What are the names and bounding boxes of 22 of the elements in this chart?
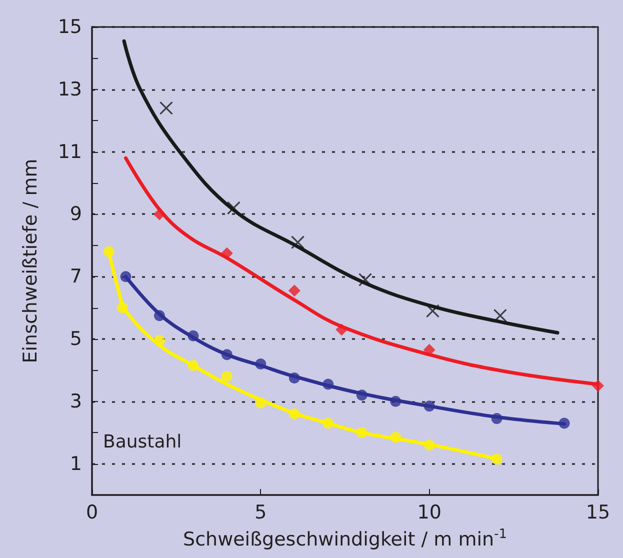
- point: [426, 304, 440, 318]
- y-tick-label: 5: [70, 328, 82, 350]
- point: [159, 101, 174, 115]
- y-tick-label: 3: [70, 390, 82, 412]
- x-tick-label: 15: [586, 502, 610, 524]
- y-axis-title: Einschweißtiefe / mm: [20, 158, 42, 364]
- y-tick-label: 1: [70, 452, 82, 475]
- point: [358, 272, 372, 287]
- x-tick-label: 5: [254, 502, 267, 524]
- point: [288, 284, 300, 297]
- y-tick-label: 15: [58, 16, 82, 38]
- x-tick-label: 0: [86, 502, 98, 524]
- y-tick-label: 9: [70, 203, 82, 226]
- point: [226, 201, 240, 215]
- point: [493, 308, 507, 322]
- y-tick-label: 11: [58, 140, 82, 163]
- x-tick-label: 10: [417, 502, 442, 524]
- point: [221, 370, 232, 382]
- y-tick-label: 13: [58, 78, 82, 100]
- annotation: Baustahl: [103, 432, 182, 452]
- y-tick-label: 7: [70, 266, 82, 288]
- point: [290, 235, 305, 250]
